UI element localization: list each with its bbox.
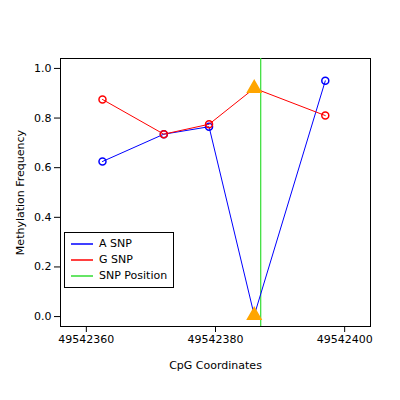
svg-text:CpG Coordinates: CpG Coordinates	[169, 359, 262, 372]
svg-text:1.0: 1.0	[34, 62, 52, 75]
html-text:SNP Position: SNP Position	[99, 269, 168, 282]
svg-text:49542380: 49542380	[188, 333, 244, 346]
svg-text:0.8: 0.8	[34, 112, 52, 125]
svg-text:0.0: 0.0	[34, 310, 52, 323]
svg-text:0.6: 0.6	[34, 161, 52, 174]
svg-text:49542360: 49542360	[58, 333, 114, 346]
html-text:A SNP: A SNP	[99, 237, 132, 250]
svg-text:0.2: 0.2	[34, 260, 52, 273]
html-text:G SNP: G SNP	[99, 253, 133, 266]
svg-text:49542400: 49542400	[317, 333, 373, 346]
svg-text:Methylation Frequency: Methylation Frequency	[14, 129, 27, 255]
svg-text:0.4: 0.4	[34, 211, 52, 224]
